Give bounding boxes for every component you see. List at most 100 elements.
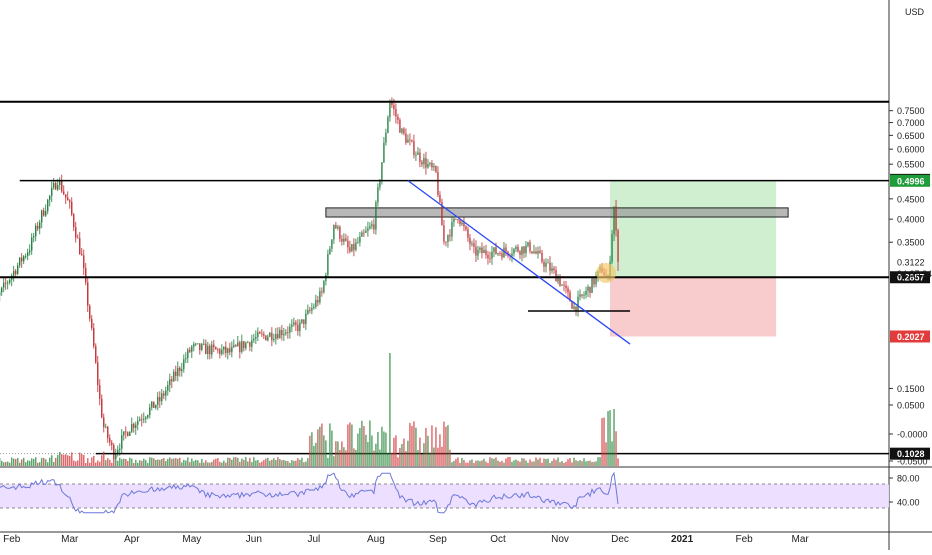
volume-bar [379,450,380,466]
candle-body [451,222,452,236]
volume-bar [555,460,556,466]
volume-bar [501,461,502,466]
candle-body [21,258,22,262]
candle-body [405,134,406,143]
volume-bar [357,434,358,466]
volume-bar [61,454,62,466]
volume-bar [315,443,316,466]
candle-body [289,327,290,333]
candle-body [79,238,80,254]
volume-bar [243,460,244,466]
volume-bar [195,460,196,466]
volume-bar [589,461,590,466]
candle-body [423,158,424,164]
volume-bar [415,428,416,466]
volume-bar [299,460,300,466]
trendline [408,181,630,344]
candle-body [165,391,166,396]
volume-bar [89,463,90,466]
candle-body [233,345,234,347]
volume-bar [363,426,364,466]
volume-bar [323,435,324,466]
candle-body [323,281,324,292]
candle-body [87,282,88,305]
volume-bar [275,460,276,466]
price-tick-label: 0.1500 [897,384,925,394]
candle-body [531,251,532,253]
volume-bar [153,458,154,466]
price-label-text: 0.2027 [897,332,925,342]
volume-bar [131,459,132,466]
volume-bar [391,453,392,466]
volume-bar [553,458,554,466]
time-tick-label: Sep [429,534,447,545]
volume-bar [101,455,102,466]
volume-bar [93,456,94,466]
candle-body [385,133,386,143]
candle-body [123,431,124,435]
candle-body [237,342,238,346]
volume-bar [71,452,72,466]
candle-body [331,239,332,248]
candle-body [211,345,212,355]
candle-body [361,233,362,237]
volume-bar [421,454,422,466]
volume-bar [211,462,212,466]
candle-body [309,310,310,311]
candle-body [219,349,220,354]
volume-bar [557,458,558,466]
volume-bar [17,458,18,466]
volume-bar [423,443,424,466]
candle-body [431,163,432,167]
volume-bar [437,448,438,466]
volume-bar [493,459,494,466]
candle-body [73,214,74,227]
volume-bar [77,460,78,466]
candle-body [137,421,138,425]
volume-bar [393,438,394,466]
candle-body [149,407,150,415]
candle-body [281,330,282,335]
candle-body [417,153,418,155]
candle-body [283,334,284,335]
volume-bar [405,451,406,466]
candle-body [551,268,552,271]
time-tick-label: Jul [307,534,320,545]
volume-bar [573,458,574,466]
candle-body [223,347,224,350]
volume-bar [497,461,498,466]
volume-bar [447,425,448,466]
candle-body [577,297,578,311]
candle-body [23,256,24,261]
volume-bar [515,460,516,466]
volume-bar [475,461,476,466]
candle-body [555,270,556,281]
candle-body [449,235,450,236]
time-tick-label: Oct [490,534,506,545]
volume-bar [109,460,110,466]
candle-body [159,397,160,401]
candle-body [129,432,130,436]
candle-body [345,239,346,241]
long-position-target-zone [610,181,776,277]
volume-bar [429,453,430,466]
candle-body [447,235,448,242]
volume-bar [183,460,184,466]
volume-bar [587,461,588,466]
candle-body [49,196,50,200]
candle-body [243,341,244,348]
candle-body [413,141,414,155]
candle-body [513,249,514,254]
volume-bar [441,447,442,466]
volume-bar [539,458,540,466]
candle-body [541,253,542,262]
volume-bar [249,458,250,466]
candle-body [559,277,560,285]
candle-body [459,220,460,224]
volume-bar [247,461,248,466]
volume-bar [9,463,10,466]
volume-bar [407,441,408,466]
volume-bar [505,459,506,466]
